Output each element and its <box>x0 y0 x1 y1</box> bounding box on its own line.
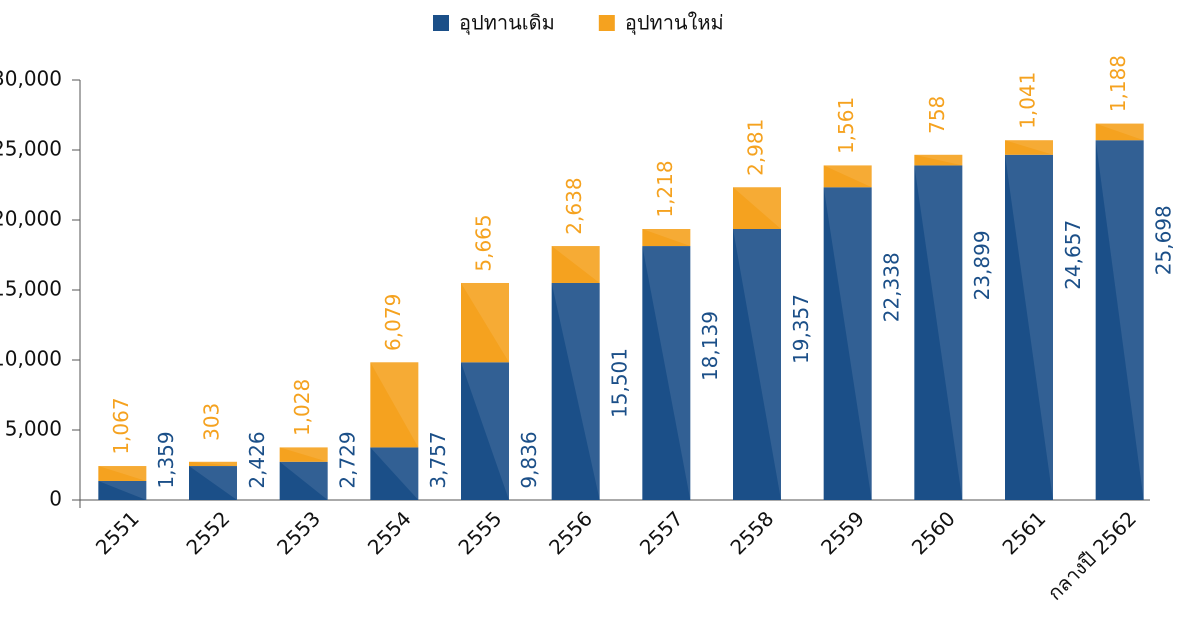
x-tick-label: 2557 <box>635 506 688 559</box>
x-tick-label: 2552 <box>181 506 234 559</box>
value-label: 9,836 <box>517 431 541 488</box>
bar-segment <box>1095 123 1144 141</box>
x-tick-label: 2559 <box>816 506 869 559</box>
bar-shade <box>279 461 328 500</box>
bar-shade <box>98 480 147 500</box>
bar-segment <box>279 447 328 462</box>
bar-shade <box>733 229 781 500</box>
bar-segment <box>189 461 237 467</box>
bar-segment <box>914 154 963 166</box>
bar-shade <box>914 154 963 166</box>
bar-shade <box>823 187 872 500</box>
bar-shade <box>914 165 963 500</box>
value-label: 1,561 <box>834 97 858 154</box>
y-tick-label: 15,000 <box>0 277 62 301</box>
legend-label: อุปทานใหม่ <box>625 11 724 36</box>
value-label: 18,139 <box>698 311 722 381</box>
bar-shade <box>370 447 419 500</box>
bar-shade <box>551 282 600 500</box>
x-tick-label: 2560 <box>907 506 960 559</box>
bar-segment <box>823 187 872 500</box>
value-label: 5,665 <box>472 214 496 271</box>
bar-shade <box>370 362 419 448</box>
value-label: 1,218 <box>653 160 677 217</box>
y-tick-label: 0 <box>49 487 62 511</box>
y-tick-label: 20,000 <box>0 207 62 231</box>
value-label: 22,338 <box>880 252 904 322</box>
bar-shade <box>461 282 509 363</box>
y-tick-label: 5,000 <box>5 417 62 441</box>
x-tick-label: 2556 <box>544 506 597 559</box>
bar-segment <box>461 362 509 500</box>
value-label: 1,359 <box>154 431 178 488</box>
bar-segment <box>642 246 691 500</box>
y-tick-label: 30,000 <box>0 67 62 91</box>
bar-shade <box>1005 140 1053 155</box>
bar-segment <box>642 229 691 247</box>
value-label: 1,067 <box>109 397 133 454</box>
y-tick-label: 25,000 <box>0 137 62 161</box>
value-label: 758 <box>925 96 949 134</box>
value-label: 2,426 <box>245 431 269 488</box>
bar-segment <box>189 466 237 500</box>
x-tick-label: 2551 <box>91 506 144 559</box>
bar-shade <box>1005 154 1053 500</box>
bar-segment <box>370 362 419 448</box>
value-label: 24,657 <box>1061 220 1085 290</box>
value-label: 2,981 <box>744 119 768 176</box>
bar-segment <box>370 447 419 500</box>
y-tick-label: 10,000 <box>0 347 62 371</box>
value-label: 15,501 <box>608 348 632 418</box>
bar-segment <box>551 246 600 283</box>
value-label: 6,079 <box>381 294 405 351</box>
x-tick-label: 2554 <box>363 506 416 559</box>
bar-shade <box>189 466 237 500</box>
bar-shade <box>733 187 781 230</box>
x-tick-label: 2555 <box>453 506 506 559</box>
value-label: 2,729 <box>336 431 360 488</box>
bar-segment <box>98 466 147 481</box>
bar-segment <box>98 480 147 500</box>
bar-segment <box>1095 140 1144 500</box>
x-tick-label: 2558 <box>725 506 778 559</box>
value-label: 303 <box>200 403 224 441</box>
x-tick-label: กลางปี 2562 <box>1043 506 1142 605</box>
bar-segment <box>1005 140 1053 155</box>
value-label: 19,357 <box>789 294 813 364</box>
legend-label: อุปทานเดิม <box>459 11 555 36</box>
bar-shade <box>551 246 600 283</box>
bar-segment <box>461 282 509 363</box>
value-label: 1,188 <box>1106 55 1130 112</box>
x-tick-label: 2561 <box>997 506 1050 559</box>
bar-shade <box>98 466 147 481</box>
value-label: 25,698 <box>1152 205 1176 275</box>
bar-shade <box>642 229 691 247</box>
bar-segment <box>733 229 781 500</box>
value-label: 1,041 <box>1016 72 1040 129</box>
bar-segment <box>733 187 781 230</box>
bar-shade <box>189 461 237 467</box>
legend-swatch <box>433 15 449 31</box>
bar-shade <box>823 165 872 188</box>
bar-segment <box>914 165 963 500</box>
value-label: 1,028 <box>290 379 314 436</box>
bar-shade <box>461 362 509 500</box>
bar-shade <box>1095 140 1144 500</box>
legend-swatch <box>598 15 615 31</box>
bar-shade <box>279 447 328 462</box>
value-label: 3,757 <box>426 431 450 488</box>
bar-shade <box>1095 123 1144 141</box>
x-tick-label: 2553 <box>272 506 325 559</box>
bar-segment <box>1005 154 1053 500</box>
bar-segment <box>823 165 872 188</box>
value-label: 2,638 <box>562 177 586 234</box>
value-label: 23,899 <box>970 230 994 300</box>
bar-shade <box>642 246 691 500</box>
bar-segment <box>551 282 600 500</box>
bar-segment <box>279 461 328 500</box>
